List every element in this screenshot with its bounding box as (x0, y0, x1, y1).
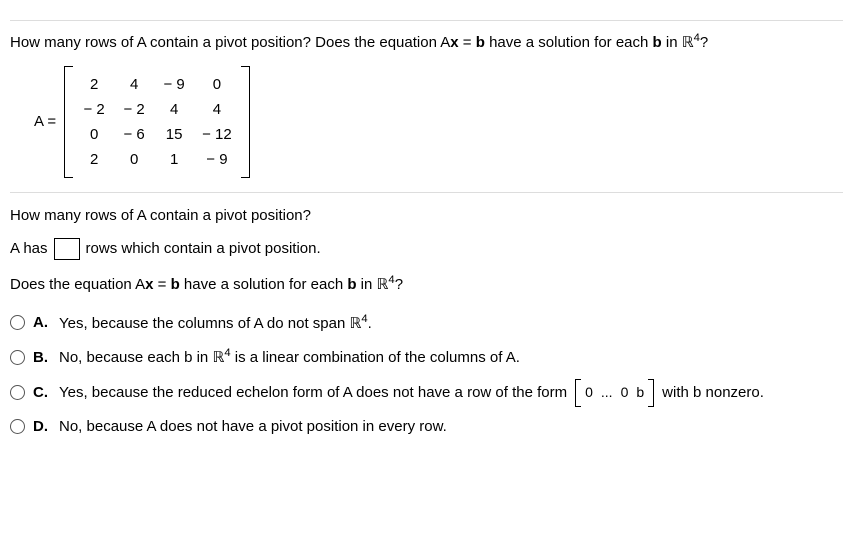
radio-icon[interactable] (10, 315, 25, 330)
matrix-A: 24− 90 − 2− 244 0− 615− 12 201− 9 (64, 66, 250, 178)
r-symbol: ℝ (682, 35, 694, 51)
choice-letter: B. (33, 348, 51, 368)
q-text-2: have a solution for each (485, 34, 653, 51)
sq2-end: ? (395, 276, 403, 293)
choice-D[interactable]: D. No, because A does not have a pivot p… (10, 417, 843, 437)
sub-question-1: How many rows of A contain a pivot posit… (10, 207, 843, 224)
matrix-row-1: 24− 90 (74, 72, 240, 97)
sq2-b3: b (347, 276, 356, 293)
q-text-3: in (662, 34, 682, 51)
fill-in-line: A has rows which contain a pivot positio… (10, 238, 843, 260)
choice-letter: D. (33, 417, 51, 437)
sq2-a: Does the equation A (10, 276, 145, 293)
var-x: x (450, 34, 458, 51)
sq2-r: ℝ (377, 277, 389, 293)
var-b2: b (653, 34, 662, 51)
choice-text: Yes, because the columns of A do not spa… (59, 312, 372, 335)
choice-A[interactable]: A. Yes, because the columns of A do not … (10, 312, 843, 335)
choice-B[interactable]: B. No, because each b in ℝ4 is a linear … (10, 346, 843, 369)
choice-letter: C. (33, 383, 51, 403)
radio-icon[interactable] (10, 385, 25, 400)
divider-mid (10, 192, 843, 193)
choice-text: No, because A does not have a pivot posi… (59, 417, 447, 437)
sq2-b2: have a solution for each (180, 276, 348, 293)
choice-letter: A. (33, 313, 51, 333)
q-text-1: How many rows of A contain a pivot posit… (10, 34, 450, 51)
matrix-area: A = 24− 90 − 2− 244 0− 615− 12 201− 9 (34, 66, 843, 178)
fill-pre: A has (10, 240, 48, 257)
fill-post: rows which contain a pivot position. (86, 240, 321, 257)
var-b: b (476, 34, 485, 51)
matrix-row-2: − 2− 244 (74, 97, 240, 122)
radio-icon[interactable] (10, 350, 25, 365)
matrix-row-3: 0− 615− 12 (74, 122, 240, 147)
q-text-end: ? (700, 34, 708, 51)
multiple-choice-group: A. Yes, because the columns of A do not … (10, 312, 843, 437)
matrix-row-4: 201− 9 (74, 147, 240, 172)
choice-text: No, because each b in ℝ4 is a linear com… (59, 346, 520, 369)
row-vector: 0 ... 0 b (575, 381, 654, 405)
sq2-c: in (357, 276, 377, 293)
choice-text: Yes, because the reduced echelon form of… (59, 381, 764, 405)
radio-icon[interactable] (10, 419, 25, 434)
main-question: How many rows of A contain a pivot posit… (10, 31, 843, 54)
divider-top (10, 20, 843, 21)
sq2-eq: = (153, 276, 170, 293)
sub-question-2: Does the equation Ax = b have a solution… (10, 274, 843, 294)
matrix-label: A = (34, 113, 56, 130)
eq-sign: = (459, 34, 476, 51)
choice-C[interactable]: C. Yes, because the reduced echelon form… (10, 381, 843, 405)
sq2-b: b (171, 276, 180, 293)
matrix-table: 24− 90 − 2− 244 0− 615− 12 201− 9 (74, 72, 240, 172)
answer-input-box[interactable] (54, 238, 80, 260)
